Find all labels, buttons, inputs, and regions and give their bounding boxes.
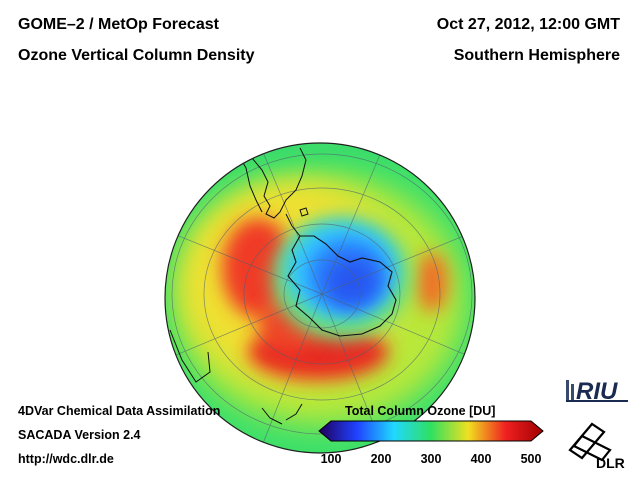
riu-text: RIU (576, 378, 618, 404)
legend-title: Total Column Ozone [DU] (345, 404, 496, 418)
colorbar-tick-label: 200 (370, 452, 392, 466)
riu-mark (566, 380, 569, 400)
colorbar-tick-label: 100 (320, 452, 342, 466)
riu-logo: RIU (566, 378, 628, 404)
globe-outline (164, 142, 476, 454)
footer-url: http://wdc.dlr.de (18, 452, 114, 466)
colorbar-tick-label: 300 (420, 452, 442, 466)
footer-version: SACADA Version 2.4 (18, 428, 141, 442)
footer-method: 4DVar Chemical Data Assimilation (18, 404, 221, 418)
dlr-logo: DLR (568, 422, 625, 470)
title-line1: GOME–2 / MetOp Forecast (18, 16, 219, 33)
date-label: Oct 27, 2012, 12:00 GMT (436, 16, 620, 33)
colorbar-tick-label: 500 (520, 452, 542, 466)
colorbar-tick-label: 400 (470, 452, 492, 466)
title-line2: Ozone Vertical Column Density (18, 47, 255, 64)
dlr-text: DLR (596, 455, 625, 470)
colorbar (318, 420, 544, 442)
region-label: Southern Hemisphere (453, 47, 620, 64)
